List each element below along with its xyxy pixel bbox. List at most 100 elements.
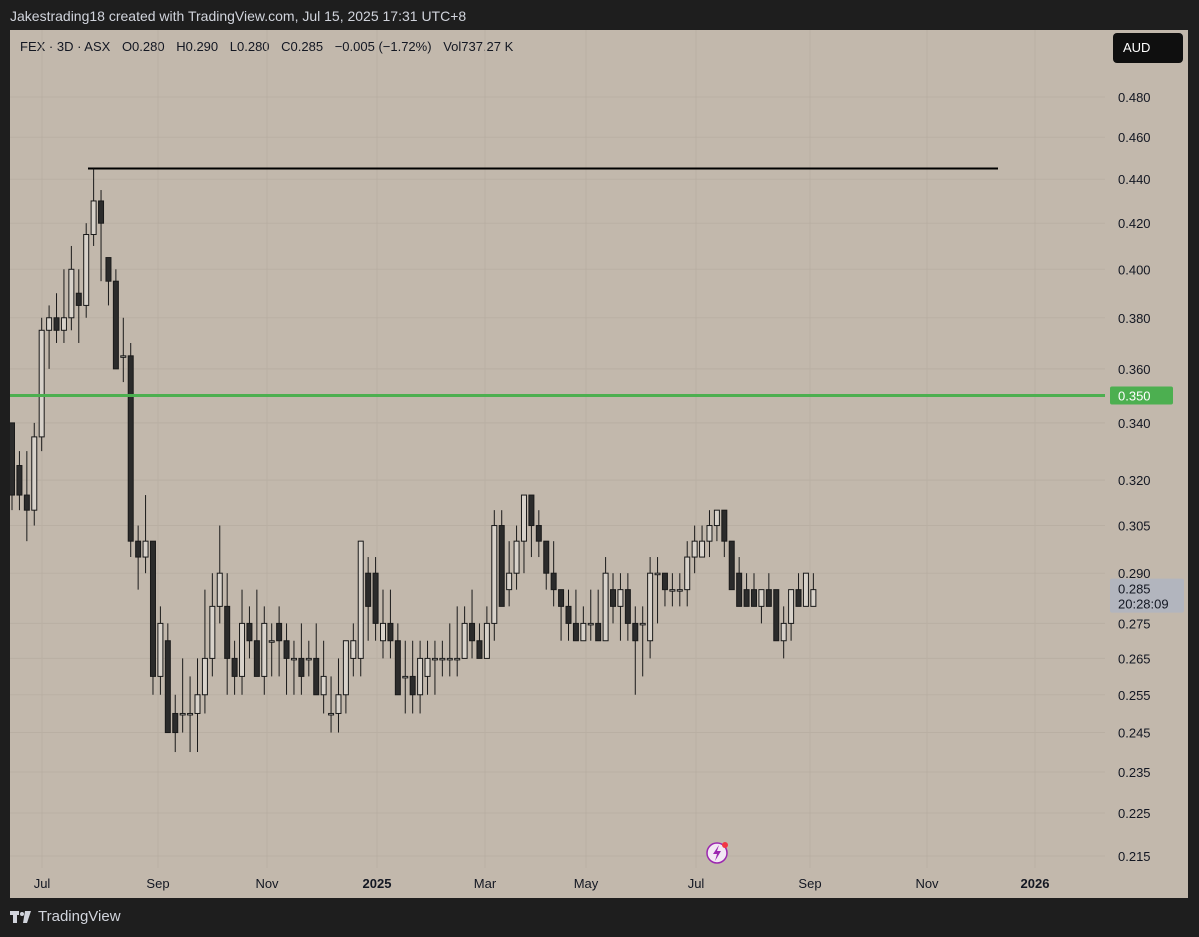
candle-down [721, 509, 728, 542]
candle-up [587, 622, 594, 626]
legend-open: O0.280 [121, 39, 165, 54]
candle-down [16, 465, 23, 496]
ohlc-legend: FEX · 3D · ASX O0.280 H0.290 L0.280 C0.2… [20, 39, 521, 54]
x-tick-label: Nov [255, 876, 279, 891]
candle-up [320, 675, 327, 696]
candle-down [253, 640, 260, 677]
tradingview-logo-icon [10, 910, 31, 923]
candle-up [491, 525, 498, 624]
caption-text: Jakestrading18 created with TradingView.… [10, 8, 467, 24]
candle-up [142, 540, 149, 558]
caption-bar: Jakestrading18 created with TradingView.… [0, 0, 1199, 30]
candle-up [31, 436, 38, 511]
y-tick-label: 0.235 [1118, 765, 1151, 780]
tradingview-brand: TradingView [38, 908, 121, 925]
candle-up [602, 572, 609, 642]
candle-up [268, 640, 275, 643]
x-tick-label: 2026 [1021, 876, 1050, 891]
candle-down [409, 675, 416, 696]
chart-area[interactable]: FEX · 3D · ASX O0.280 H0.290 L0.280 C0.2… [10, 30, 1188, 898]
y-tick-label: 0.305 [1118, 519, 1151, 534]
candle-down [743, 589, 750, 607]
candle-up [654, 572, 661, 576]
candle-down [23, 494, 30, 511]
x-tick-label: Jul [34, 876, 51, 891]
footer-bar: TradingView [0, 898, 1199, 937]
candle-up [194, 694, 201, 714]
candle-up [758, 589, 765, 607]
candle-up [520, 494, 527, 542]
y-tick-label: 0.480 [1118, 90, 1151, 105]
candle-down [476, 640, 483, 659]
candle-up [676, 589, 683, 592]
y-tick-label: 0.360 [1118, 362, 1151, 377]
candle-down [765, 589, 772, 607]
candle-down [624, 589, 631, 624]
candle-up [216, 572, 223, 607]
candle-up [209, 605, 216, 659]
y-tick-label: 0.290 [1118, 566, 1151, 581]
candle-up [290, 657, 297, 661]
candle-up [483, 622, 490, 659]
legend-close: C0.285 [281, 39, 324, 54]
candle-down [572, 622, 579, 642]
candle-down [661, 572, 668, 591]
candle-down [773, 589, 780, 642]
candle-up [691, 540, 698, 558]
candle-down [246, 622, 253, 642]
y-tick-label: 0.265 [1118, 651, 1151, 666]
x-tick-label: 2025 [363, 876, 392, 891]
x-tick-label: May [574, 876, 599, 891]
candle-down [224, 605, 231, 659]
candle-down [751, 589, 757, 607]
y-tick-label: 0.340 [1118, 416, 1151, 431]
tradingview-logo[interactable]: TradingView [10, 908, 121, 925]
candle-up [454, 657, 461, 661]
legend-change: −0.005 (−1.72%) [334, 39, 432, 54]
candle-down [164, 640, 171, 734]
candle-up [350, 640, 357, 659]
candle-up [706, 525, 713, 542]
candle-down [565, 605, 572, 624]
candle-up [342, 640, 349, 696]
currency-button[interactable]: AUD [1113, 33, 1183, 63]
candle-down [127, 355, 134, 542]
candle-up [305, 657, 312, 661]
y-tick-label: 0.460 [1118, 130, 1151, 145]
candle-up [788, 589, 795, 624]
candle-up [513, 540, 520, 574]
y-tick-label: 0.320 [1118, 473, 1151, 488]
candle-down [98, 200, 105, 224]
lightning-glyph-icon [713, 845, 721, 861]
candle-up [201, 657, 208, 696]
y-tick-label: 0.245 [1118, 726, 1151, 741]
candle-down [736, 572, 743, 607]
candle-down [112, 280, 119, 370]
candle-down [283, 640, 290, 659]
candle-up [60, 317, 67, 331]
x-tick-label: Nov [915, 876, 939, 891]
candle-up [617, 589, 624, 607]
countdown-label: 20:28:09 [1118, 597, 1169, 612]
candle-up [90, 200, 97, 236]
candle-down [365, 572, 372, 607]
candle-up [83, 234, 90, 306]
candle-down [795, 589, 802, 607]
y-tick-label: 0.255 [1118, 688, 1151, 703]
candle-down [105, 257, 112, 282]
candle-up [802, 572, 809, 607]
candle-down [276, 622, 283, 642]
candle-up [357, 540, 364, 659]
legend-symbol[interactable]: FEX · 3D · ASX [20, 39, 111, 54]
candle-down [231, 657, 238, 677]
candle-down [298, 657, 305, 677]
candle-up [328, 712, 335, 716]
candle-up [179, 712, 186, 716]
x-tick-label: Jul [688, 876, 705, 891]
candle-down [550, 572, 557, 591]
candle-up [424, 657, 431, 677]
candlestick-chart[interactable]: 0.480 0.460 0.440 0.420 0.400 0.380 0.360 0.340… [10, 30, 1188, 898]
candle-down [632, 622, 639, 642]
candle-up [446, 657, 453, 661]
y-tick-label: 0.400 [1118, 262, 1151, 277]
